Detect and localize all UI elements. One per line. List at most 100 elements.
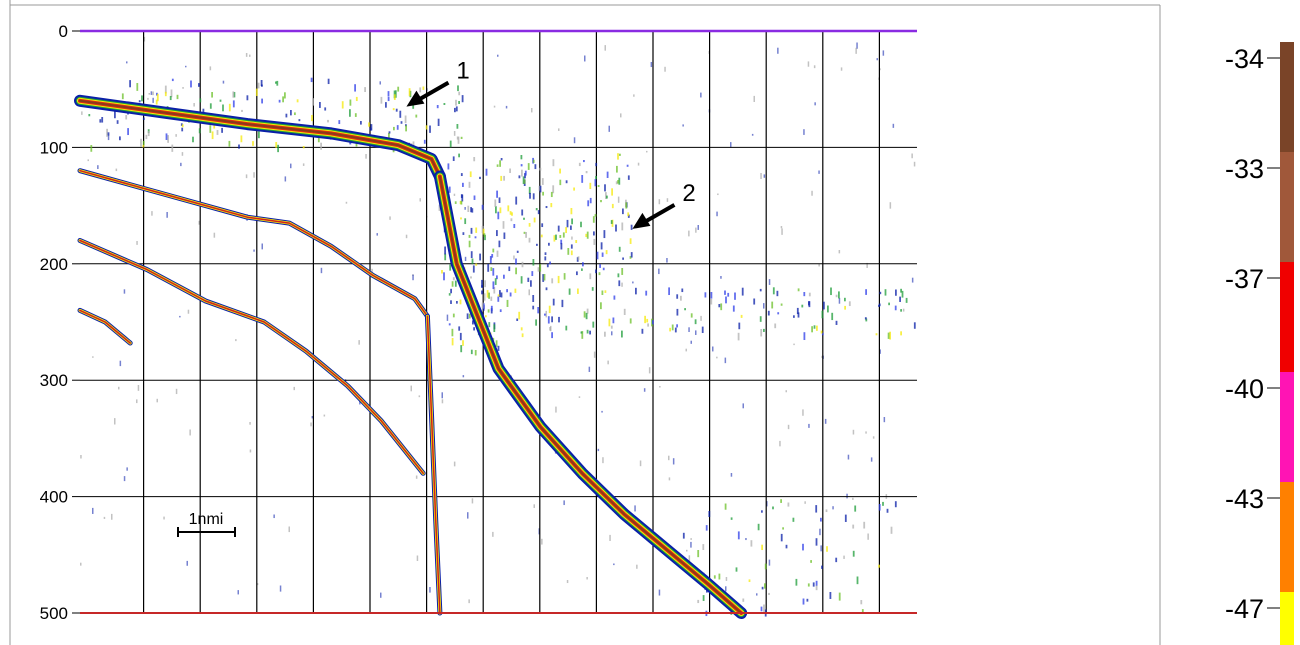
backscatter-speck <box>490 267 493 272</box>
noise-speck <box>571 236 573 240</box>
noise-speck <box>852 497 854 500</box>
noise-speck <box>712 346 714 352</box>
backscatter-speck <box>499 207 502 214</box>
backscatter-speck <box>447 163 450 170</box>
backscatter-speck <box>454 280 457 287</box>
backscatter-speck <box>543 274 546 281</box>
backscatter-speck <box>760 606 763 612</box>
backscatter-speck <box>815 585 818 591</box>
noise-speck <box>150 91 153 95</box>
bottom-echo-trace <box>79 99 441 178</box>
noise-speck <box>695 227 697 233</box>
backscatter-speck <box>605 250 608 255</box>
noise-speck <box>685 348 687 352</box>
noise-speck <box>867 533 869 540</box>
backscatter-speck <box>451 281 454 287</box>
backscatter-speck <box>116 120 119 124</box>
backscatter-speck <box>808 301 811 308</box>
backscatter-speck <box>452 156 455 161</box>
noise-speck <box>730 473 733 477</box>
backscatter-speck <box>825 509 828 513</box>
backscatter-speck <box>486 290 489 298</box>
backscatter-speck <box>456 301 458 304</box>
noise-speck <box>724 357 727 364</box>
noise-speck <box>136 241 138 245</box>
noise-speck <box>768 559 771 566</box>
backscatter-speck <box>552 185 555 194</box>
annotations: 12 <box>406 58 696 229</box>
backscatter-speck <box>622 208 624 215</box>
backscatter-speck <box>860 600 863 605</box>
backscatter-speck <box>600 242 603 250</box>
backscatter-speck <box>671 324 674 331</box>
backscatter-speck <box>586 308 589 314</box>
backscatter-speck <box>181 124 184 128</box>
backscatter-speck <box>387 91 390 97</box>
noise-speck <box>147 97 149 100</box>
noise-speck <box>419 198 421 202</box>
backscatter-speck <box>774 323 777 329</box>
noise-speck <box>253 172 255 178</box>
backscatter-speck <box>792 517 795 522</box>
noise-speck <box>620 113 622 118</box>
backscatter-speck <box>844 297 846 302</box>
noise-speck <box>832 506 834 510</box>
backscatter-speck <box>532 159 535 163</box>
backscatter-speck <box>495 206 497 214</box>
backscatter-speck <box>764 583 766 589</box>
backscatter-speck <box>232 91 235 98</box>
backscatter-speck <box>99 119 102 123</box>
noise-speck <box>115 168 118 172</box>
backscatter-speck <box>298 119 301 122</box>
backscatter-speck <box>852 524 855 529</box>
noise-speck <box>256 583 259 586</box>
backscatter-speck <box>829 592 832 599</box>
noise-speck <box>415 475 418 479</box>
backscatter-speck <box>101 117 104 123</box>
noise-speck <box>668 455 670 461</box>
noise-speck <box>586 577 588 580</box>
noise-speck <box>166 212 168 218</box>
backscatter-speck <box>284 92 286 99</box>
backscatter-speck <box>142 144 145 148</box>
noise-speck <box>787 424 790 430</box>
noise-speck <box>163 516 165 520</box>
noise-speck <box>416 555 419 561</box>
backscatter-speck <box>796 307 799 315</box>
backscatter-speck <box>458 326 461 331</box>
backscatter-speck <box>145 134 148 140</box>
backscatter-speck <box>170 89 173 98</box>
backscatter-speck <box>454 107 456 113</box>
backscatter-speck <box>886 508 889 513</box>
noise-speck <box>643 388 646 392</box>
noise-speck <box>820 545 822 552</box>
backscatter-speck <box>615 181 618 185</box>
backscatter-speck <box>676 324 678 328</box>
backscatter-speck <box>296 99 299 103</box>
backscatter-speck <box>697 599 700 604</box>
backscatter-speck <box>462 182 464 187</box>
noise-speck <box>293 386 295 391</box>
backscatter-speck <box>724 290 726 295</box>
noise-speck <box>345 201 348 204</box>
noise-speck <box>493 105 496 108</box>
colorbar-segment <box>1280 372 1294 482</box>
backscatter-speck <box>503 232 506 239</box>
backscatter-speck <box>589 182 592 189</box>
noise-speck <box>114 418 116 425</box>
noise-speck <box>80 455 82 459</box>
backscatter-speck <box>491 254 494 258</box>
backscatter-speck <box>261 98 263 104</box>
backscatter-speck <box>803 332 806 341</box>
backscatter-speck <box>555 234 557 240</box>
noise-speck <box>376 233 378 236</box>
noise-speck <box>118 386 120 390</box>
backscatter-speck <box>516 250 519 253</box>
backscatter-speck <box>737 332 740 341</box>
backscatter-speck <box>592 321 595 328</box>
backscatter-speck <box>835 294 838 298</box>
backscatter-speck <box>164 85 167 94</box>
backscatter-speck <box>395 108 398 112</box>
noise-speck <box>111 513 113 520</box>
backscatter-speck <box>425 125 428 130</box>
